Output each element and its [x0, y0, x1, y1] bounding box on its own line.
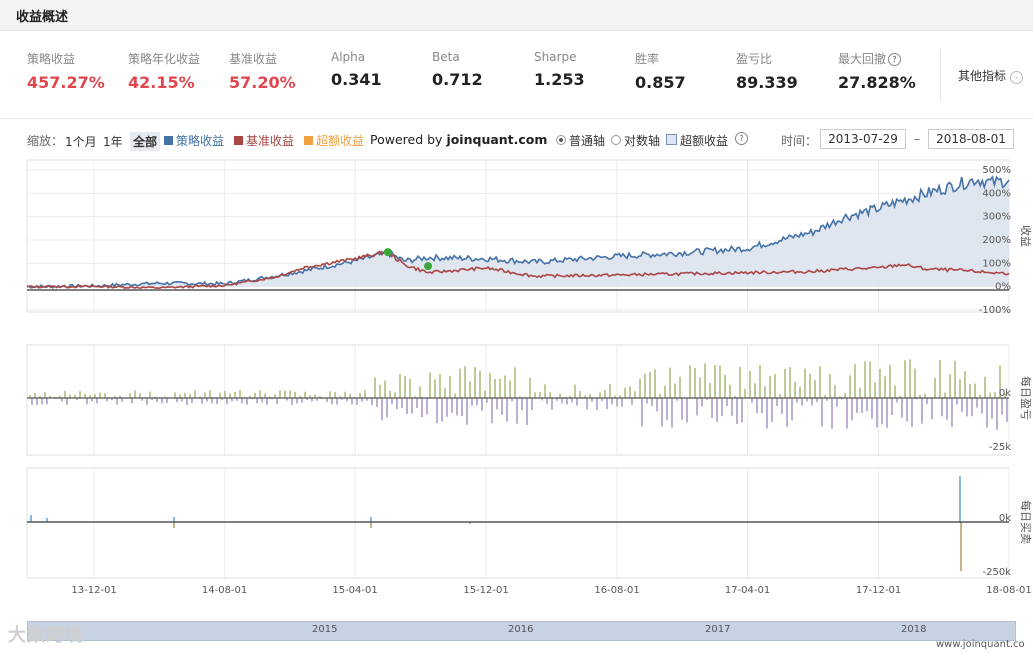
x-tick-label: 17-12-01	[856, 585, 901, 596]
metric-value: 89.339	[736, 73, 798, 92]
metric-label: Alpha	[331, 50, 366, 64]
metric-value: 42.15%	[128, 73, 195, 92]
axis-log-radio[interactable]: 对数轴	[611, 132, 660, 149]
metric-label: 盈亏比	[736, 52, 773, 66]
axis-normal-radio[interactable]: 普通轴	[556, 132, 605, 149]
y-tick-label: 400%	[982, 188, 1011, 199]
pnl-tick: 0k	[999, 388, 1011, 399]
metric-label: Sharpe	[534, 50, 577, 64]
powered-by: Powered by joinquant.com	[370, 132, 548, 147]
zoom-all-button[interactable]: 全部	[130, 132, 161, 151]
trade-tick: -250k	[983, 567, 1012, 578]
metrics-bar: 策略收益 457.27% 策略年化收益 42.15% 基准收益 57.20% A…	[0, 30, 1033, 119]
strategy-area-fill	[27, 177, 1009, 288]
y-tick-label: 500%	[982, 165, 1011, 176]
metric-label: 策略收益	[27, 52, 76, 66]
watermark-logo: 大数跨境	[8, 625, 84, 646]
x-tick-label: 17-04-01	[725, 585, 770, 596]
navigator-year: 2015	[312, 624, 338, 635]
footer-brand: www.joinquant.co	[936, 639, 1025, 650]
metric-value: 1.253	[534, 70, 585, 89]
metric-profit-loss-ratio: 盈亏比 89.339	[736, 50, 798, 92]
x-axis-ticks: 13-12-01 14-08-01 15-04-01 15-12-01 16-08-01…	[71, 585, 1031, 596]
y-tick-label: 0%	[995, 282, 1011, 293]
start-date-input[interactable]: 2013-07-29	[820, 129, 906, 149]
legend-square-icon	[164, 136, 173, 145]
trade-tick: 0k	[999, 513, 1011, 524]
x-tick-label: 14-08-01	[202, 585, 247, 596]
x-tick-label: 18-08-01	[986, 585, 1031, 596]
legend-excess[interactable]: 超额收益	[304, 132, 364, 149]
legend-square-icon	[304, 136, 313, 145]
y-tick-label: 200%	[982, 235, 1011, 246]
end-date-input[interactable]: 2018-08-01	[928, 129, 1014, 149]
zoom-1-year-button[interactable]: 1年	[103, 135, 123, 149]
pnl-tick: -25k	[989, 442, 1011, 453]
daily-pnl-panel	[26, 344, 1010, 456]
navigator-year: 2016	[508, 624, 534, 635]
metric-beta: Beta 0.712	[432, 50, 483, 89]
divider	[940, 50, 941, 100]
trade-marker-icon[interactable]	[424, 262, 433, 271]
daily-pnl-bars	[29, 359, 1008, 430]
x-tick-label: 15-04-01	[332, 585, 377, 596]
y-tick-label: 300%	[982, 212, 1011, 223]
metric-strategy-return: 策略收益 457.27%	[27, 50, 105, 92]
chart-toolbar: 缩放： 1个月 1年 全部 策略收益 基准收益 超额收益 Powered by …	[0, 130, 1033, 151]
navigator-year: 2018	[901, 624, 927, 635]
other-metrics-button[interactable]: 其他指标 ›	[958, 67, 1024, 84]
returns-axis-title: 收益	[1019, 225, 1033, 247]
trade-marker-icon[interactable]	[383, 248, 392, 257]
legend-strategy[interactable]: 策略收益	[164, 132, 224, 149]
legend-square-icon	[234, 136, 243, 145]
metric-value: 57.20%	[229, 73, 296, 92]
benchmark-line[interactable]	[26, 249, 1010, 290]
page-title: 收益概述	[16, 10, 69, 25]
x-tick-label: 16-08-01	[594, 585, 639, 596]
metric-value: 457.27%	[27, 73, 105, 92]
metric-benchmark-return: 基准收益 57.20%	[229, 50, 296, 92]
radio-icon	[611, 135, 621, 145]
pnl-axis-title: 每日盈亏	[1019, 376, 1033, 420]
metric-max-drawdown: 最大回撤? 27.828%	[838, 50, 916, 92]
metric-value: 0.341	[331, 70, 382, 89]
metric-sharpe: Sharpe 1.253	[534, 50, 585, 89]
excess-checkbox[interactable]: 超额收益	[666, 132, 728, 149]
x-tick-label: 13-12-01	[71, 585, 116, 596]
strategy-line[interactable]	[26, 175, 1010, 290]
range-navigator[interactable]: 2015 2016 2017 2018	[27, 621, 1016, 641]
legend-benchmark[interactable]: 基准收益	[234, 132, 294, 149]
metric-annual-return: 策略年化收益 42.15%	[128, 50, 200, 92]
other-metrics-label: 其他指标	[958, 69, 1007, 83]
y-axis-ticks: 500% 400% 300% 200% 100% 0% -100%	[979, 165, 1011, 316]
chevron-right-icon: ›	[1010, 71, 1024, 84]
y-tick-label: -100%	[979, 305, 1011, 316]
metric-label: 策略年化收益	[128, 52, 201, 66]
time-label: 时间：	[781, 134, 818, 148]
navigator-year: 2017	[705, 624, 731, 635]
metric-value: 0.712	[432, 70, 483, 89]
trade-axis-title: 每日买卖	[1019, 500, 1033, 544]
metric-value: 0.857	[635, 73, 686, 92]
help-icon[interactable]: ?	[888, 53, 902, 66]
checkbox-icon	[666, 134, 677, 145]
metric-label: 胜率	[635, 52, 660, 66]
daily-trade-panel	[26, 467, 1010, 579]
metric-win-rate: 胜率 0.857	[635, 50, 686, 92]
radio-selected-icon	[556, 135, 566, 145]
header: 收益概述	[0, 0, 1033, 31]
date-separator: –	[914, 132, 920, 146]
zoom-label: 缩放：	[27, 134, 64, 148]
metric-alpha: Alpha 0.341	[331, 50, 382, 89]
metric-label: 最大回撤?	[838, 50, 916, 67]
metric-value: 27.828%	[838, 73, 916, 92]
metric-label: 基准收益	[229, 52, 278, 66]
x-tick-label: 15-12-01	[463, 585, 508, 596]
metric-label: Beta	[432, 50, 460, 64]
y-tick-label: 100%	[982, 258, 1011, 269]
zoom-1-month-button[interactable]: 1个月	[65, 135, 97, 149]
help-icon[interactable]: ?	[735, 132, 748, 145]
